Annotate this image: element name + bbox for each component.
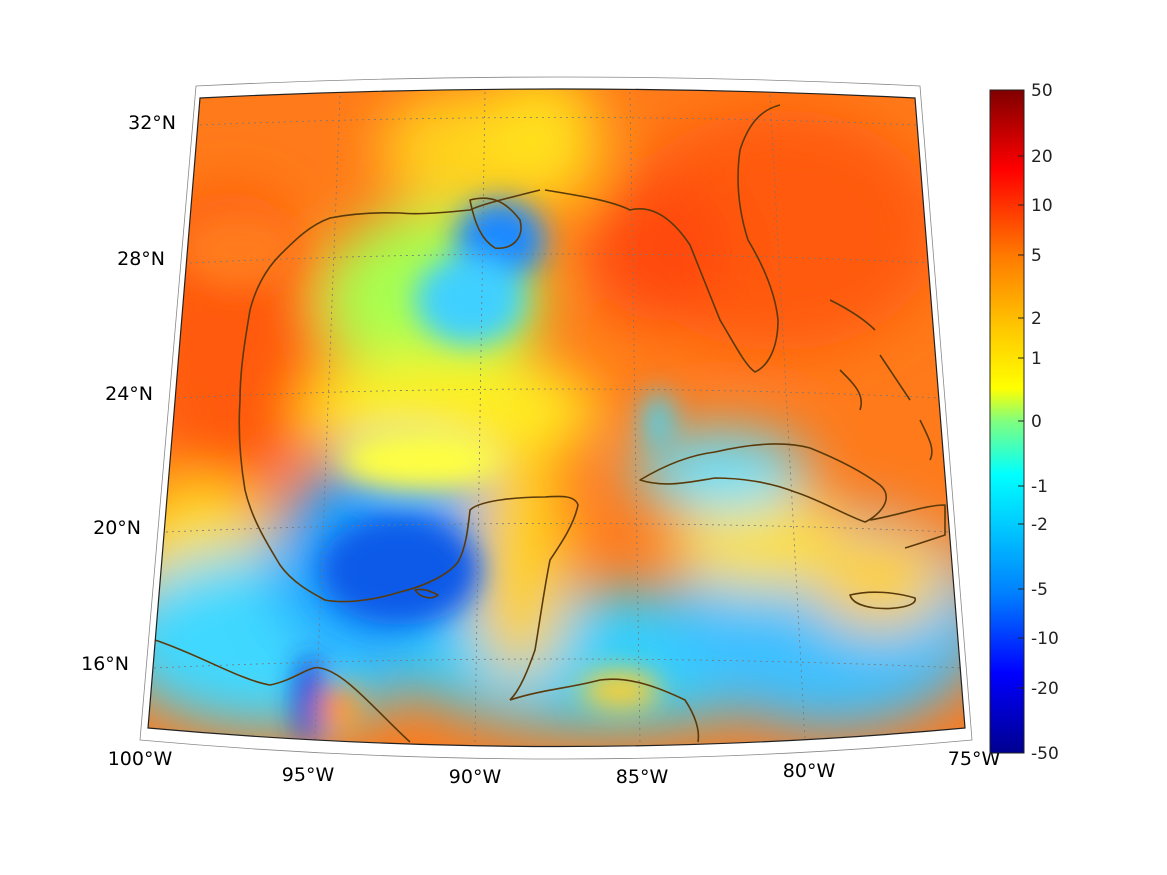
colorbar-tick-label: -20 (1031, 679, 1059, 699)
colorbar-tick-label: -1 (1031, 477, 1048, 497)
colorbar-tick-label: -50 (1031, 744, 1059, 764)
lat-label-32n: 32°N (128, 112, 176, 134)
colorbar-tick-label: 1 (1031, 349, 1042, 369)
graticule (153, 91, 963, 743)
lat-label-28n: 28°N (117, 248, 165, 270)
map-frame-outer (139, 76, 973, 760)
colorbar-tick-label: 50 (1031, 81, 1053, 101)
colorbar-tick-label: 2 (1031, 309, 1042, 329)
map-frame (147, 88, 966, 748)
coastline (154, 104, 946, 743)
colorbar-tick-label: -5 (1031, 580, 1048, 600)
colorbar-tick-label: 20 (1031, 147, 1053, 167)
lon-label-95w: 95°W (282, 764, 335, 786)
colorbar-tick-label: 0 (1031, 412, 1042, 432)
colorbar-tick-label: -2 (1031, 515, 1048, 535)
longitude-labels: 100°W 95°W 90°W 85°W 80°W 75°W (108, 748, 1001, 788)
latitude-labels: 32°N 28°N 24°N 20°N 16°N (81, 112, 176, 675)
lon-label-85w: 85°W (616, 766, 669, 788)
lat-label-20n: 20°N (93, 517, 141, 539)
lon-label-100w: 100°W (108, 748, 173, 770)
lat-label-24n: 24°N (105, 383, 153, 405)
colorbar-tick-label: 10 (1031, 196, 1053, 216)
lon-label-90w: 90°W (449, 766, 502, 788)
data-field (148, 89, 965, 747)
colorbar-tick-label: 5 (1031, 246, 1042, 266)
colorbar-tick-label: -10 (1031, 629, 1059, 649)
lon-label-80w: 80°W (783, 760, 836, 782)
lon-label-75w: 75°W (948, 748, 1001, 770)
lat-label-16n: 16°N (81, 653, 129, 675)
